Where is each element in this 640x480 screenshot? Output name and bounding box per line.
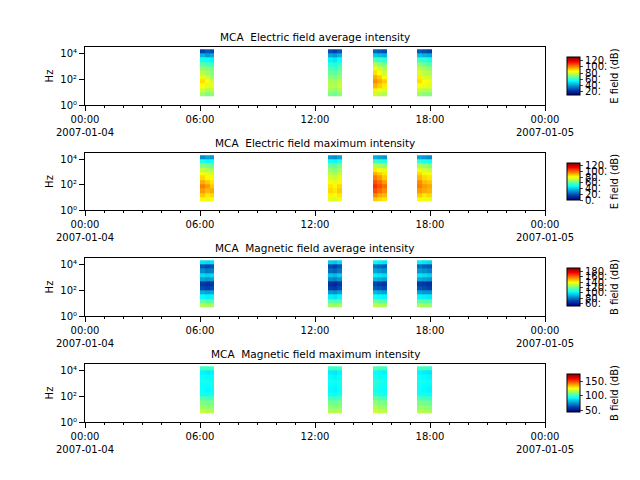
svg-text:E field (dB): E field (dB) (609, 48, 620, 103)
svg-text:10²: 10² (60, 391, 77, 402)
svg-text:Hz: Hz (44, 70, 55, 83)
svg-text:18:00: 18:00 (416, 325, 445, 336)
svg-text:20.: 20. (585, 86, 601, 97)
svg-text:0.: 0. (585, 195, 595, 206)
svg-text:18:00: 18:00 (416, 219, 445, 230)
svg-text:B field (dB): B field (dB) (609, 365, 620, 421)
svg-text:10⁰: 10⁰ (60, 205, 77, 216)
svg-text:100.: 100. (585, 61, 607, 72)
svg-text:40.: 40. (585, 80, 601, 91)
svg-text:00:002007-01-04: 00:002007-01-04 (56, 325, 114, 349)
svg-text:10⁴: 10⁴ (60, 259, 77, 270)
svg-text:06:00: 06:00 (186, 431, 215, 442)
svg-text:B field (dB): B field (dB) (609, 259, 620, 315)
svg-text:00:002007-01-05: 00:002007-01-05 (516, 431, 574, 455)
svg-text:150.: 150. (585, 376, 607, 387)
svg-text:60.: 60. (585, 74, 601, 85)
svg-text:60.: 60. (585, 177, 601, 188)
svg-text:80.: 80. (585, 68, 601, 79)
svg-text:00:002007-01-05: 00:002007-01-05 (516, 325, 574, 349)
svg-text:00:002007-01-05: 00:002007-01-05 (516, 114, 574, 138)
svg-text:MCA Electric field maximum in: MCA Electric field maximum intensity (215, 137, 415, 149)
svg-text:12:00: 12:00 (301, 431, 330, 442)
svg-text:80.: 80. (585, 172, 601, 183)
svg-text:00:002007-01-04: 00:002007-01-04 (56, 431, 114, 455)
svg-text:MCA Magnetic field average in: MCA Magnetic field average intensity (215, 242, 415, 254)
svg-text:10²: 10² (60, 179, 77, 190)
svg-text:40.: 40. (585, 183, 601, 194)
svg-text:00:002007-01-05: 00:002007-01-05 (516, 219, 574, 243)
svg-text:12:00: 12:00 (301, 219, 330, 230)
svg-text:12:00: 12:00 (301, 325, 330, 336)
svg-text:10⁰: 10⁰ (60, 311, 77, 322)
svg-text:06:00: 06:00 (186, 114, 215, 125)
svg-text:00:002007-01-04: 00:002007-01-04 (56, 114, 114, 138)
svg-text:Hz: Hz (44, 175, 55, 188)
svg-text:18:00: 18:00 (416, 114, 445, 125)
svg-text:20.: 20. (585, 189, 601, 200)
svg-text:10²: 10² (60, 74, 77, 85)
svg-text:12:00: 12:00 (301, 114, 330, 125)
svg-text:MCA Electric field average in: MCA Electric field average intensity (220, 31, 410, 43)
svg-text:100.: 100. (585, 166, 607, 177)
svg-text:10²: 10² (60, 285, 77, 296)
svg-text:10⁴: 10⁴ (60, 48, 77, 59)
svg-text:120.: 120. (585, 160, 607, 171)
svg-text:10⁴: 10⁴ (60, 154, 77, 165)
svg-text:80.: 80. (585, 293, 601, 304)
svg-text:10⁴: 10⁴ (60, 365, 77, 376)
svg-text:10⁰: 10⁰ (60, 100, 77, 111)
svg-text:Hz: Hz (44, 281, 55, 294)
svg-text:180.: 180. (585, 266, 607, 277)
svg-text:MCA Magnetic field maximum in: MCA Magnetic field maximum intensity (211, 348, 420, 360)
svg-text:140.: 140. (585, 277, 607, 288)
svg-text:120.: 120. (585, 55, 607, 66)
svg-text:10⁰: 10⁰ (60, 417, 77, 428)
svg-text:100.: 100. (585, 287, 607, 298)
svg-text:120.: 120. (585, 282, 607, 293)
svg-text:06:00: 06:00 (186, 325, 215, 336)
svg-text:60.: 60. (585, 298, 601, 309)
svg-text:50.: 50. (585, 405, 601, 416)
svg-text:00:002007-01-04: 00:002007-01-04 (56, 219, 114, 243)
svg-text:160.: 160. (585, 271, 607, 282)
svg-text:Hz: Hz (44, 387, 55, 400)
svg-text:06:00: 06:00 (186, 219, 215, 230)
svg-text:E field (dB): E field (dB) (609, 154, 620, 209)
svg-text:18:00: 18:00 (416, 431, 445, 442)
svg-text:100.: 100. (585, 390, 607, 401)
